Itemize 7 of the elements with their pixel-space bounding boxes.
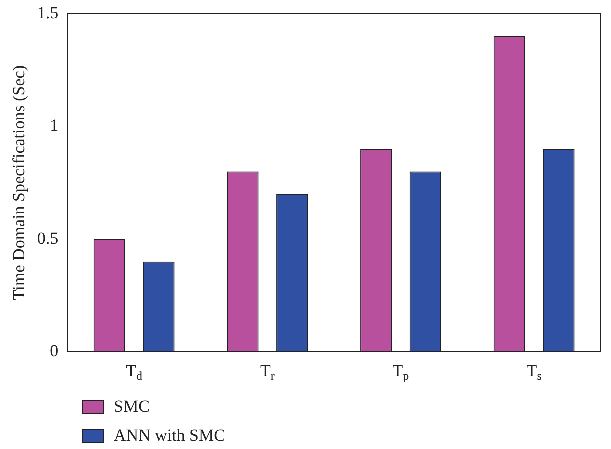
legend-label: SMC: [114, 396, 150, 416]
y-tick-label: 0: [50, 341, 59, 360]
y-tick-label: 0.5: [37, 228, 59, 248]
y-tick-label: 1.5: [37, 3, 59, 22]
legend-label: ANN with SMC: [114, 426, 226, 446]
y-tick-label: 1: [50, 116, 59, 136]
y-axis-title: Time Domain Specifications (Sec): [10, 66, 29, 300]
